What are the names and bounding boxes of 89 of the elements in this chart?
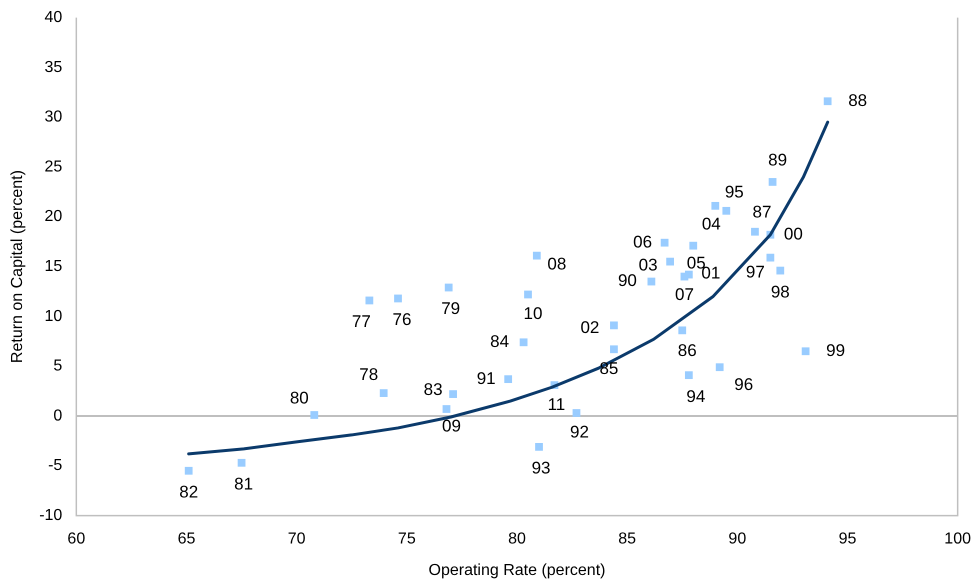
annotation: 07	[674, 285, 694, 304]
point	[184, 466, 193, 475]
annotation: 84	[490, 332, 510, 351]
point	[648, 278, 656, 286]
annotation: 06	[633, 232, 652, 252]
x-axis-title: Operating Rate (percent)	[428, 562, 606, 579]
point	[751, 228, 759, 236]
annotation: 08	[547, 254, 566, 274]
point	[394, 294, 402, 302]
annotation: 94	[686, 386, 706, 406]
point	[716, 363, 724, 372]
annotation: 97	[746, 262, 765, 282]
point	[449, 390, 457, 398]
y-tick-label: -10	[39, 507, 62, 524]
x-tick-label: 85	[618, 530, 636, 548]
point	[802, 347, 810, 356]
point	[504, 375, 512, 384]
annotation: 81	[234, 474, 254, 494]
y-tick-label: 0	[53, 407, 62, 424]
annotation: 09	[442, 416, 461, 436]
x-tick-label: 60	[67, 530, 86, 548]
point	[660, 238, 668, 247]
y-axis-title: Return on Capital (percent)	[9, 170, 26, 364]
point	[680, 272, 688, 280]
point	[520, 338, 528, 346]
x-tick-label: 70	[288, 530, 306, 548]
point	[711, 202, 720, 210]
x-tick-label: 80	[508, 530, 526, 548]
y-tick-label: 20	[44, 208, 62, 226]
annotation: 98	[770, 282, 790, 302]
annotation: 99	[826, 340, 846, 360]
y-tick-label: 5	[53, 358, 62, 375]
point	[678, 326, 686, 334]
annotation: 85	[599, 358, 618, 378]
point	[776, 266, 784, 274]
annotation: 03	[638, 255, 658, 274]
point	[766, 254, 774, 262]
point	[610, 321, 618, 330]
point	[442, 405, 450, 413]
annotation: 83	[424, 380, 443, 399]
y-tick-label: 10	[44, 308, 62, 325]
annotation: 76	[392, 310, 412, 330]
annotation: 90	[618, 271, 637, 290]
point	[666, 258, 674, 266]
annotation: 11	[548, 394, 566, 414]
y-tick-label: 35	[44, 58, 62, 76]
point	[444, 284, 453, 292]
x-tick-label: 90	[728, 530, 746, 548]
point	[532, 252, 541, 260]
point	[380, 389, 388, 397]
annotation: 10	[524, 304, 542, 324]
x-tick-label: 100	[944, 530, 972, 548]
point	[310, 411, 318, 419]
y-tick-label: -5	[48, 457, 62, 474]
annotation: 91	[476, 368, 496, 388]
point	[610, 345, 618, 354]
annotation: 89	[768, 150, 788, 170]
point	[238, 458, 246, 467]
annotation: 96	[734, 374, 754, 394]
y-tick-label: 15	[44, 258, 62, 276]
annotation: 79	[441, 299, 460, 318]
point	[365, 296, 374, 304]
annotation: 02	[580, 318, 600, 338]
y-tick-label: 40	[44, 9, 62, 26]
y-tick-label: 25	[44, 158, 62, 176]
x-tick-label: 95	[838, 530, 856, 548]
point	[689, 242, 698, 250]
annotation: 77	[352, 312, 371, 332]
annotation: 95	[724, 182, 744, 202]
point	[684, 371, 693, 380]
point	[535, 442, 543, 451]
point	[722, 206, 730, 215]
y-tick-label: 30	[44, 108, 62, 126]
annotation: 82	[179, 482, 198, 502]
annotation: 80	[290, 388, 309, 408]
point	[572, 409, 580, 417]
annotation: 78	[359, 364, 378, 384]
annotation: 87	[752, 202, 772, 222]
point	[824, 97, 832, 106]
annotation: 86	[678, 341, 697, 360]
annotation: 88	[848, 90, 868, 110]
annotation: 04	[702, 214, 721, 234]
annotation: 93	[532, 458, 550, 478]
point	[524, 290, 532, 298]
x-tick-label: 75	[398, 530, 416, 548]
x-tick-label: 65	[178, 530, 196, 548]
annotation: 92	[570, 422, 589, 442]
point	[768, 178, 776, 186]
annotation: 00	[784, 224, 803, 244]
